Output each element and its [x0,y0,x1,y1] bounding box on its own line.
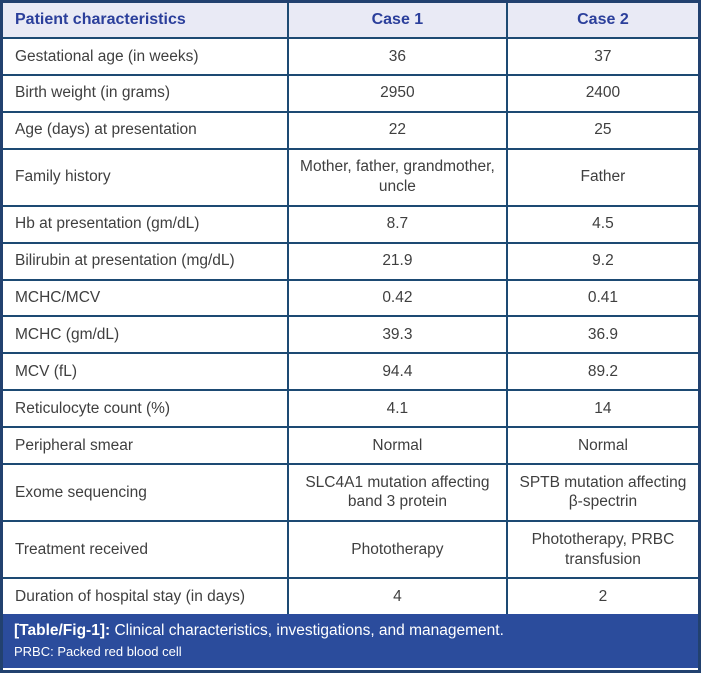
case1-value: 4.1 [286,389,508,428]
case1-value: 22 [286,110,508,150]
row-label: MCHC/MCV [3,278,289,318]
case1-value: Phototherapy [286,520,508,580]
row-label: Family history [3,147,289,207]
case2-value: 36.9 [505,315,698,355]
row-label: Reticulocyte count (%) [3,389,289,428]
case1-value: 94.4 [286,352,508,392]
case1-value: 4 [286,577,508,615]
case1-value: 36 [286,37,508,76]
row-label: Bilirubin at presentation (mg/dL) [3,241,289,281]
header-patient-characteristics: Patient characteristics [3,3,289,39]
table-row: Peripheral smear Normal Normal [3,426,698,465]
case2-value: Phototherapy, PRBC transfusion [505,520,698,580]
header-case-1: Case 1 [286,3,508,39]
case1-value: 39.3 [286,315,508,355]
case1-value: 21.9 [286,241,508,281]
case2-value: 4.5 [505,204,698,244]
case2-value: 37 [505,37,698,76]
row-label: Gestational age (in weeks) [3,37,289,76]
table-row: Hb at presentation (gm/dL) 8.7 4.5 [3,204,698,244]
table-row: Duration of hospital stay (in days) 4 2 [3,577,698,615]
figure-caption: [Table/Fig-1]: Clinical characteristics,… [3,614,698,668]
table-row: Bilirubin at presentation (mg/dL) 21.9 9… [3,241,698,281]
patient-characteristics-table: Patient characteristics Case 1 Case 2 Ge… [3,3,698,615]
header-row: Patient characteristics Case 1 Case 2 [3,3,698,39]
row-label: Duration of hospital stay (in days) [3,577,289,615]
table-row: Age (days) at presentation 22 25 [3,110,698,150]
case2-value: 25 [505,110,698,150]
case2-value: Father [505,147,698,207]
case2-value: 2 [505,577,698,615]
table-row: Reticulocyte count (%) 4.1 14 [3,389,698,428]
caption-abbreviation-note: PRBC: Packed red blood cell [14,643,182,659]
caption-text: Clinical characteristics, investigations… [114,622,504,640]
case1-value: Mother, father, grandmother, uncle [286,147,508,207]
table-row: Treatment received Phototherapy Photothe… [3,520,698,580]
case1-value: Normal [286,426,508,465]
row-label: Hb at presentation (gm/dL) [3,204,289,244]
table-row: MCHC (gm/dL) 39.3 36.9 [3,315,698,355]
case2-value: 0.41 [505,278,698,318]
case2-value: 9.2 [505,241,698,281]
case2-value: SPTB mutation affecting β-spectrin [505,462,698,523]
case2-value: 89.2 [505,352,698,392]
case1-value: 0.42 [286,278,508,318]
caption-tag: [Table/Fig-1]: [14,622,111,640]
row-label: MCV (fL) [3,352,289,392]
row-label: Birth weight (in grams) [3,73,289,113]
row-label: Age (days) at presentation [3,110,289,150]
table-row: Family history Mother, father, grandmoth… [3,147,698,207]
case2-value: 14 [505,389,698,428]
case2-value: Normal [505,426,698,465]
case1-value: SLC4A1 mutation affecting band 3 protein [286,462,508,523]
case1-value: 8.7 [286,204,508,244]
table-row: MCHC/MCV 0.42 0.41 [3,278,698,318]
table-row: Gestational age (in weeks) 36 37 [3,37,698,76]
header-case-2: Case 2 [505,3,698,39]
table-row: Birth weight (in grams) 2950 2400 [3,73,698,113]
table-row: MCV (fL) 94.4 89.2 [3,352,698,392]
row-label: MCHC (gm/dL) [3,315,289,355]
row-label: Peripheral smear [3,426,289,465]
case2-value: 2400 [505,73,698,113]
table-row: Exome sequencing SLC4A1 mutation affecti… [3,462,698,523]
row-label: Treatment received [3,520,289,580]
row-label: Exome sequencing [3,462,289,523]
caption-line: [Table/Fig-1]: Clinical characteristics,… [14,621,687,640]
case1-value: 2950 [286,73,508,113]
